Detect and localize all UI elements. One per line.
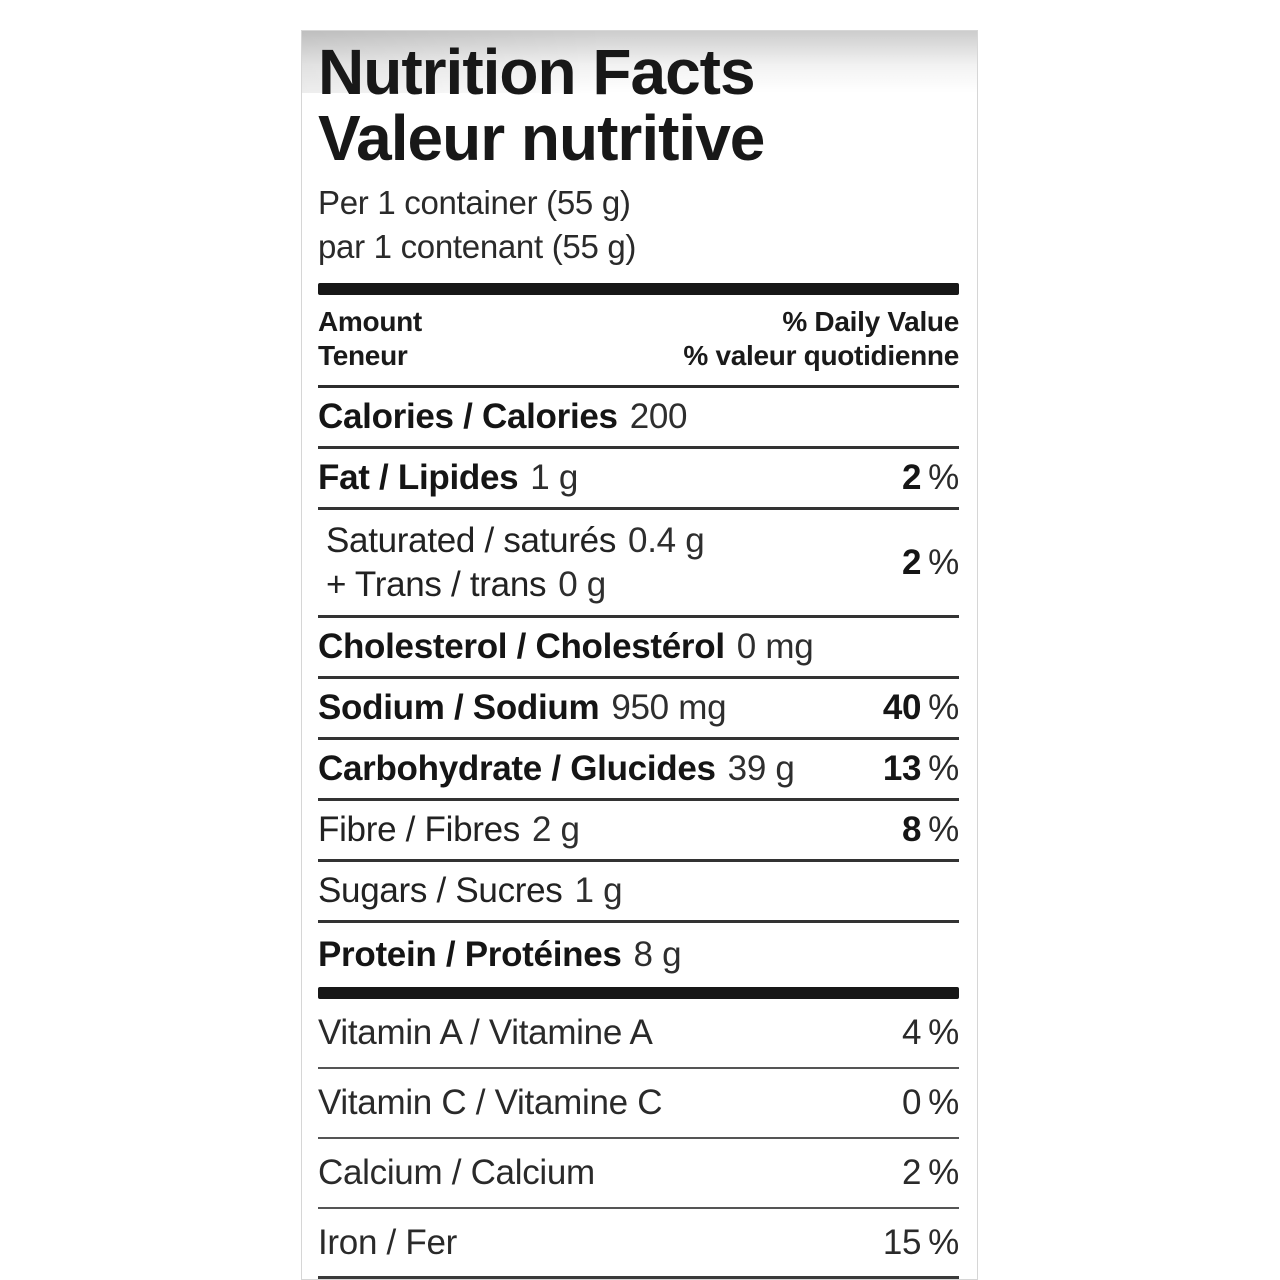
row-fat-dv-number: 2	[902, 458, 922, 497]
row-fibre-dv-number: 8	[902, 810, 922, 849]
nutrition-facts-label: Nutrition Facts Valeur nutritive Per 1 c…	[301, 30, 978, 1280]
percent-sign: %	[928, 749, 959, 788]
row-vitamin-a-dv-number: 4	[902, 1013, 922, 1052]
row-trans-value: 0 g	[558, 564, 606, 604]
daily-value-label-english: % Daily Value	[782, 306, 959, 337]
percent-sign: %	[928, 1013, 959, 1052]
row-calcium-dv-number: 2	[902, 1153, 922, 1192]
row-iron: Iron / Fer 15%	[318, 1209, 959, 1279]
row-saturated-daily-value: 2%	[886, 541, 959, 585]
row-protein-value: 8 g	[633, 935, 682, 974]
row-fibre-label: Fibre / Fibres	[318, 810, 520, 849]
percent-sign: %	[928, 1222, 959, 1262]
row-carbohydrate-text: Carbohydrate / Glucides 39 g	[318, 747, 795, 791]
label-title-english: Nutrition Facts	[318, 36, 756, 108]
row-carbohydrate-dv-number: 13	[882, 749, 922, 788]
row-vitamin-c-dv-number: 0	[902, 1083, 922, 1122]
amount-label-french: Teneur	[318, 340, 408, 371]
row-carbohydrate: Carbohydrate / Glucides 39 g 13%	[318, 740, 959, 801]
row-fat-value: 1 g	[530, 458, 579, 497]
row-sodium-value: 950 mg	[611, 688, 727, 727]
percent-sign: %	[928, 458, 959, 497]
row-calcium: Calcium / Calcium 2%	[318, 1139, 959, 1209]
row-carbohydrate-daily-value: 13%	[867, 747, 959, 791]
daily-value-column-header: % Daily Value % valeur quotidienne	[683, 305, 959, 373]
row-vitamin-c-daily-value: 0%	[886, 1081, 959, 1125]
row-saturated-text: Saturated / saturés 0.4 g + Trans / trans…	[318, 519, 705, 607]
row-cholesterol-label: Cholesterol / Cholestérol	[318, 627, 725, 666]
row-fibre-daily-value: 8%	[886, 808, 959, 852]
row-calories-label: Calories / Calories	[318, 397, 618, 436]
percent-sign: %	[928, 542, 959, 582]
label-title-french: Valeur nutritive	[318, 102, 765, 174]
row-saturated-line1: Saturated / saturés 0.4 g	[326, 519, 705, 563]
row-protein-label: Protein / Protéines	[318, 935, 622, 974]
row-vitamin-c-label: Vitamin C / Vitamine C	[318, 1083, 663, 1122]
row-calories-text: Calories / Calories 200	[318, 395, 688, 439]
row-saturated-trans: Saturated / saturés 0.4 g + Trans / trans…	[318, 510, 959, 618]
row-vitamin-a-label: Vitamin A / Vitamine A	[318, 1013, 653, 1052]
row-sodium-daily-value: 40%	[867, 686, 959, 730]
row-sodium: Sodium / Sodium 950 mg 40%	[318, 679, 959, 740]
row-sugars: Sugars / Sucres 1 g	[318, 862, 959, 923]
serving-size-english: Per 1 container (55 g)	[318, 184, 631, 221]
row-cholesterol: Cholesterol / Cholestérol 0 mg	[318, 618, 959, 679]
row-cholesterol-value: 0 mg	[736, 627, 814, 666]
row-saturated-label: Saturated / saturés	[326, 520, 617, 560]
row-carbohydrate-value: 39 g	[727, 749, 795, 788]
amount-label-english: Amount	[318, 306, 422, 337]
row-protein: Protein / Protéines 8 g	[318, 923, 959, 987]
row-vitamin-c: Vitamin C / Vitamine C 0%	[318, 1069, 959, 1139]
row-vitamin-a-daily-value: 4%	[886, 1011, 959, 1055]
column-header-row: Amount Teneur % Daily Value % valeur quo…	[318, 295, 959, 388]
serving-size-french: par 1 contenant (55 g)	[318, 228, 637, 265]
percent-sign: %	[928, 1083, 959, 1122]
row-fibre-value: 2 g	[531, 810, 580, 849]
percent-sign: %	[928, 688, 959, 727]
percent-sign: %	[928, 810, 959, 849]
row-trans-label: + Trans / trans	[326, 564, 547, 604]
row-protein-text: Protein / Protéines 8 g	[318, 933, 682, 977]
row-sodium-text: Sodium / Sodium 950 mg	[318, 686, 727, 730]
row-saturated-value: 0.4 g	[628, 520, 705, 560]
row-calories: Calories / Calories 200	[318, 388, 959, 449]
row-calcium-label: Calcium / Calcium	[318, 1153, 595, 1192]
row-vitamin-a: Vitamin A / Vitamine A 4%	[318, 999, 959, 1069]
thick-divider-bottom	[318, 987, 959, 999]
thick-divider-top	[318, 283, 959, 295]
row-sugars-label: Sugars / Sucres	[318, 871, 563, 910]
row-iron-dv-number: 15	[882, 1222, 922, 1262]
row-fat-text: Fat / Lipides 1 g	[318, 456, 578, 500]
percent-sign: %	[928, 1153, 959, 1192]
row-carbohydrate-label: Carbohydrate / Glucides	[318, 749, 716, 788]
row-iron-daily-value: 15%	[867, 1221, 959, 1265]
row-fat-label: Fat / Lipides	[318, 458, 519, 497]
amount-column-header: Amount Teneur	[318, 305, 422, 373]
row-cholesterol-text: Cholesterol / Cholestérol 0 mg	[318, 625, 814, 669]
row-sugars-value: 1 g	[574, 871, 623, 910]
row-fibre-text: Fibre / Fibres 2 g	[318, 808, 580, 852]
row-sodium-label: Sodium / Sodium	[318, 688, 600, 727]
row-calcium-daily-value: 2%	[886, 1151, 959, 1195]
row-trans-line2: + Trans / trans 0 g	[326, 563, 704, 607]
daily-value-label-french: % valeur quotidienne	[683, 340, 959, 371]
row-fat: Fat / Lipides 1 g 2%	[318, 449, 959, 510]
row-sugars-text: Sugars / Sucres 1 g	[318, 869, 623, 913]
row-fibre: Fibre / Fibres 2 g 8%	[318, 801, 959, 862]
row-fat-daily-value: 2%	[886, 456, 959, 500]
row-iron-label: Iron / Fer	[318, 1222, 457, 1262]
row-calories-value: 200	[629, 397, 688, 436]
row-sodium-dv-number: 40	[882, 688, 922, 727]
row-saturated-dv-number: 2	[902, 542, 922, 582]
